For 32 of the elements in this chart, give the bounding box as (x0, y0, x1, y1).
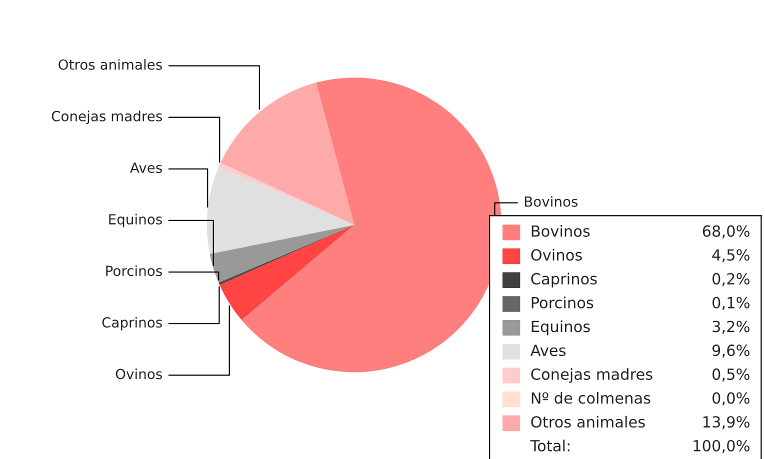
text: 100,0% (694, 440, 750, 454)
slice-label: Bovinos (524, 196, 578, 207)
slice-label: Aves (130, 162, 162, 173)
legend-label: Aves (530, 344, 566, 356)
slice-label: Ovinos (116, 368, 162, 380)
data-label: 0,5% (712, 368, 750, 382)
text: Total: (530, 440, 570, 452)
pie-slice (220, 224, 354, 320)
legend-label: Porcinos (532, 296, 594, 308)
legend-label: Nº de colmenas (532, 392, 650, 404)
legend-label: Equinos (532, 320, 590, 336)
data-label: 68,0% (702, 225, 750, 238)
data-label: 0,1% (712, 296, 750, 310)
legend-label: Otros animales (531, 416, 645, 428)
pie-slice (242, 78, 502, 372)
pie-slice (220, 82, 354, 225)
slice-label: Otros animales (58, 59, 162, 70)
legend-label: Conejas madres (531, 368, 652, 383)
text: 0,0% (712, 392, 750, 406)
pie-slice (206, 166, 354, 254)
legend-label: Caprinos (531, 272, 597, 288)
slice-label: Equinos (109, 214, 162, 228)
legend-label: Ovinos (531, 248, 582, 261)
data-label: 3,2% (712, 320, 750, 334)
legend-label: Bovinos (532, 225, 590, 237)
data-label: 4,5% (712, 249, 750, 262)
data-label: 0,2% (712, 273, 750, 286)
slice-label: Porcinos (106, 265, 162, 276)
data-label: 9,6% (712, 344, 750, 358)
slice-label: Conejas madres (52, 110, 162, 124)
data-label: 13,9% (703, 416, 750, 430)
slice-label: Caprinos (102, 316, 162, 330)
